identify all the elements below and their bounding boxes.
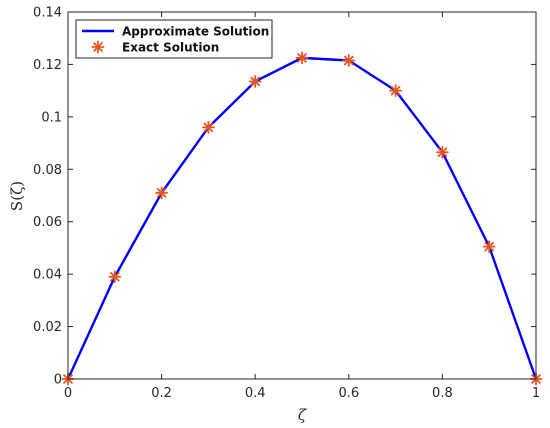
data-point-exact bbox=[389, 84, 403, 98]
marker-stroke bbox=[297, 53, 307, 63]
data-point-exact bbox=[295, 51, 309, 65]
y-tick-label: 0.06 bbox=[33, 215, 62, 230]
y-tick-label: 0.1 bbox=[41, 110, 62, 125]
marker-stroke bbox=[344, 55, 354, 66]
y-tick-label: 0.14 bbox=[33, 6, 62, 21]
series-layer bbox=[61, 51, 543, 386]
data-point-exact bbox=[155, 186, 169, 200]
x-tick-label: 0.8 bbox=[432, 386, 453, 401]
marker-stroke bbox=[437, 147, 448, 158]
x-tick-label: 0.4 bbox=[245, 386, 266, 401]
y-tick-label: 0 bbox=[54, 373, 62, 388]
x-tick-label: 1 bbox=[532, 386, 540, 401]
y-tick-label: 0.02 bbox=[33, 320, 62, 335]
x-tick-label: 0 bbox=[64, 386, 72, 401]
legend-label: Exact Solution bbox=[122, 41, 219, 55]
data-point-exact bbox=[482, 240, 496, 254]
marker-stroke bbox=[250, 76, 260, 87]
legend-box bbox=[75, 19, 273, 59]
marker-stroke bbox=[203, 122, 214, 133]
data-point-exact bbox=[201, 120, 215, 134]
data-point-exact bbox=[108, 270, 122, 284]
plot-area bbox=[68, 12, 536, 379]
legend: Approximate Solution Exact Solution bbox=[75, 19, 273, 59]
legend-label: Approximate Solution bbox=[122, 25, 269, 39]
marker-stroke bbox=[110, 271, 120, 282]
data-point-exact bbox=[342, 54, 356, 67]
marker-stroke bbox=[390, 85, 401, 96]
marker-stroke bbox=[156, 188, 167, 198]
legend-swatch-marker bbox=[91, 40, 105, 54]
y-axis-title: S(ζ) bbox=[8, 181, 26, 211]
axes-frame bbox=[67, 11, 537, 380]
marker-stroke bbox=[93, 42, 103, 52]
marker-stroke bbox=[484, 241, 494, 252]
data-point-exact bbox=[248, 75, 262, 88]
y-tick-label: 0.04 bbox=[33, 268, 62, 283]
x-tick-label: 0.2 bbox=[151, 386, 172, 401]
axis-ticks: 0 0.2 0.4 0.6 0.8 1 0 0.02 0.04 0.06 0.08 0.1 0.12 0.… bbox=[33, 6, 540, 402]
data-point-exact bbox=[435, 145, 449, 159]
y-tick-label: 0.12 bbox=[33, 58, 62, 73]
y-tick-label: 0.08 bbox=[33, 163, 62, 178]
x-tick-label: 0.6 bbox=[338, 386, 359, 401]
x-axis-title: ζ bbox=[298, 406, 307, 424]
